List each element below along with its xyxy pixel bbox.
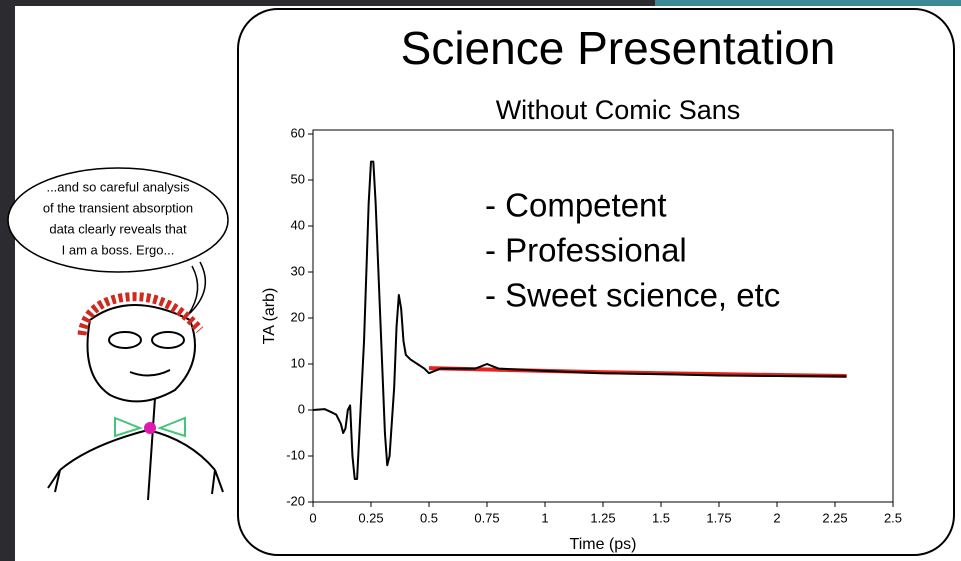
- bubble-shape: [7, 167, 229, 273]
- eye: [151, 331, 185, 349]
- y-axis-label: TA (arb): [261, 288, 278, 345]
- x-tick-label: 1.25: [590, 510, 615, 525]
- y-tick-label: 30: [291, 263, 305, 278]
- slide: [237, 8, 955, 556]
- top-accent: [655, 0, 961, 6]
- annotation: - Competent: [485, 187, 667, 224]
- y-tick-label: 20: [291, 309, 305, 324]
- bowtie: [114, 416, 186, 438]
- bubble-line: data clearly reveals that: [49, 221, 187, 236]
- head: [86, 304, 196, 403]
- x-tick-label: 1: [541, 510, 548, 525]
- annotation: - Sweet science, etc: [485, 277, 780, 314]
- bowtie-knot: [144, 422, 156, 434]
- bubble-line: I am a boss. Ergo...: [62, 242, 175, 257]
- y-tick-label: 40: [291, 217, 305, 232]
- character: [47, 292, 224, 501]
- x-tick-label: 1.75: [706, 510, 731, 525]
- x-tick-label: 2.25: [822, 510, 847, 525]
- data-line: [312, 160, 847, 480]
- chart-title: Science Presentation: [401, 22, 836, 74]
- top-strip: [0, 0, 961, 6]
- eye: [108, 331, 142, 349]
- x-tick-label: 0.25: [358, 510, 383, 525]
- x-tick-label: 2.5: [884, 510, 902, 525]
- side-strip: [0, 0, 15, 561]
- speech-bubble: ...and so careful analysis of the transi…: [7, 167, 229, 316]
- x-tick-label: 0: [309, 510, 316, 525]
- body: [47, 397, 224, 501]
- annotation: - Professional: [485, 232, 687, 269]
- x-tick-label: 0.75: [474, 510, 499, 525]
- bubble-line: of the transient absorption: [43, 200, 193, 215]
- y-tick-label: 60: [291, 125, 305, 140]
- chart-subtitle: Without Comic Sans: [496, 95, 741, 125]
- x-tick-label: 0.5: [420, 510, 438, 525]
- y-tick-label: 0: [298, 401, 305, 416]
- mouth: [129, 369, 171, 377]
- y-tick-label: -10: [286, 447, 305, 462]
- x-tick-label: 1.5: [652, 510, 670, 525]
- x-axis-label: Time (ps): [570, 536, 637, 553]
- y-tick-label: 10: [291, 355, 305, 370]
- x-tick-label: 2: [773, 510, 780, 525]
- y-tick-label: -20: [286, 493, 305, 508]
- y-tick-label: 50: [291, 171, 305, 186]
- hair: [77, 292, 204, 336]
- bubble-line: ...and so careful analysis: [46, 179, 190, 194]
